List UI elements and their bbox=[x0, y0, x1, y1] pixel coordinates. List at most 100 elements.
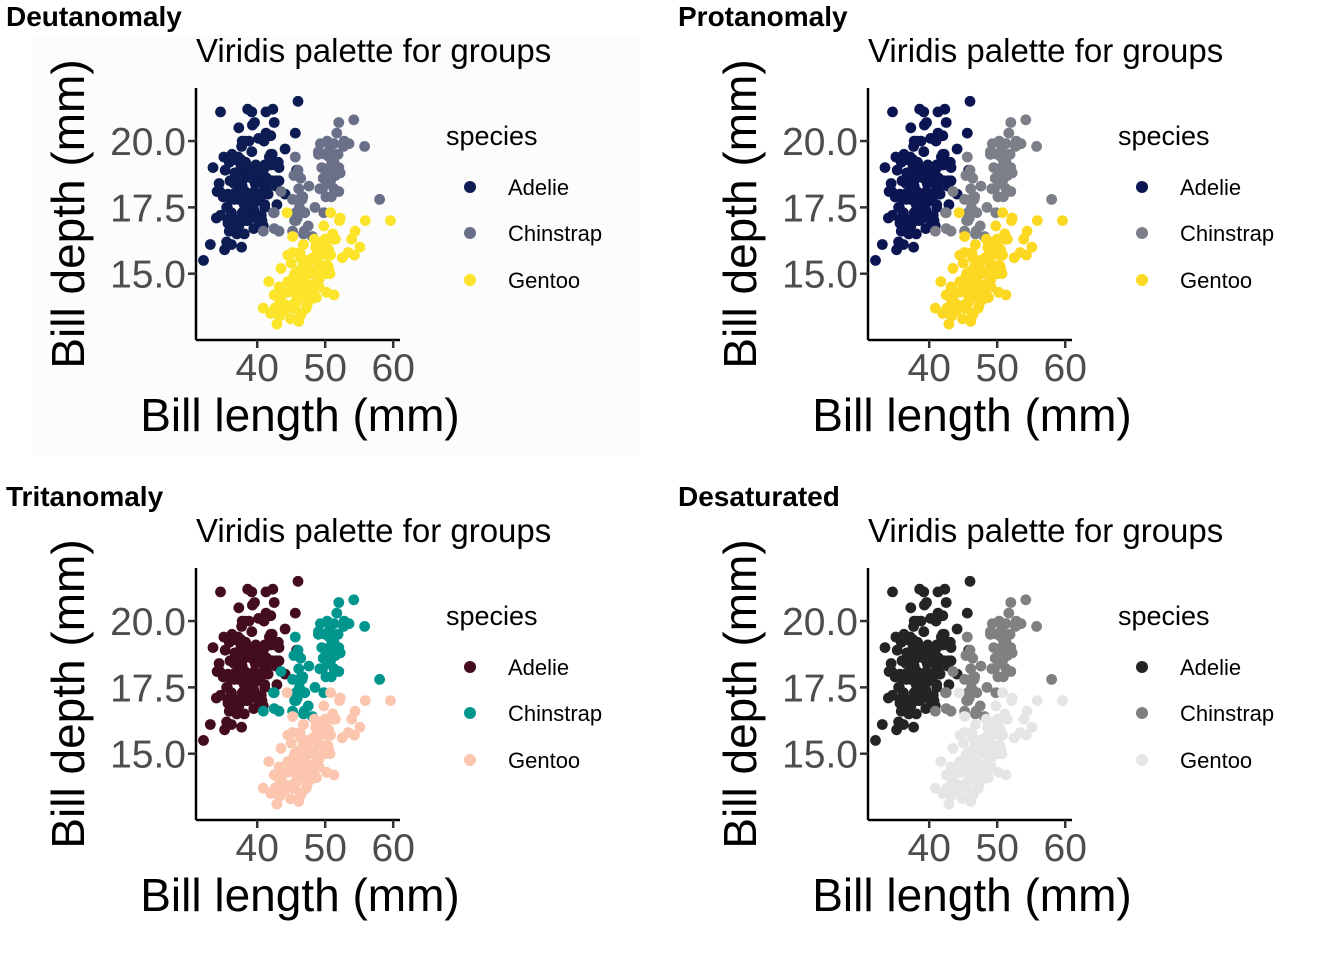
data-point-adelie bbox=[246, 146, 258, 158]
data-points bbox=[870, 95, 1068, 330]
x-axis-title: Bill length (mm) bbox=[140, 389, 460, 441]
legend: species Adelie Chinstrap Gentoo bbox=[1118, 601, 1274, 773]
data-point-adelie bbox=[912, 156, 923, 168]
legend-key-gentoo bbox=[464, 274, 476, 286]
data-point-gentoo bbox=[961, 273, 973, 285]
data-point-adelie bbox=[289, 607, 301, 619]
data-point-chinstrap bbox=[295, 674, 307, 685]
data-point-adelie bbox=[228, 658, 240, 669]
data-point-gentoo bbox=[1000, 289, 1012, 301]
panel-tag: Deutanomaly bbox=[6, 1, 182, 32]
data-point-adelie bbox=[211, 692, 222, 704]
data-point-chinstrap bbox=[293, 663, 305, 675]
data-point-chinstrap bbox=[970, 228, 981, 240]
data-point-adelie bbox=[885, 178, 897, 189]
data-point-chinstrap bbox=[1005, 666, 1017, 677]
data-point-adelie bbox=[236, 666, 248, 677]
data-point-adelie bbox=[233, 220, 245, 232]
plot-title: Viridis palette for groups bbox=[868, 512, 1223, 549]
data-point-chinstrap bbox=[967, 194, 979, 205]
data-point-gentoo bbox=[1002, 233, 1013, 245]
data-point-chinstrap bbox=[993, 650, 1004, 661]
data-point-chinstrap bbox=[1004, 148, 1016, 160]
data-point-chinstrap bbox=[959, 194, 970, 205]
legend: species Adelie Chinstrap Gentoo bbox=[446, 601, 602, 773]
data-point-chinstrap bbox=[961, 631, 973, 643]
data-point-adelie bbox=[908, 621, 919, 632]
data-point-gentoo bbox=[953, 687, 965, 699]
data-point-adelie bbox=[219, 644, 231, 656]
data-point-adelie bbox=[292, 575, 304, 587]
data-point-gentoo bbox=[1014, 727, 1026, 738]
data-point-chinstrap bbox=[309, 202, 321, 213]
data-point-adelie bbox=[272, 156, 284, 168]
y-tick-label: 20.0 bbox=[782, 601, 858, 644]
data-point-adelie bbox=[932, 106, 944, 118]
data-point-gentoo bbox=[359, 695, 371, 706]
data-point-gentoo bbox=[1000, 769, 1012, 781]
data-point-chinstrap bbox=[315, 138, 326, 150]
data-point-chinstrap bbox=[940, 207, 952, 219]
data-point-adelie bbox=[905, 220, 917, 232]
data-point-adelie bbox=[918, 172, 930, 184]
data-point-adelie bbox=[905, 602, 917, 614]
data-point-adelie bbox=[961, 127, 973, 139]
data-point-chinstrap bbox=[309, 682, 321, 693]
data-point-gentoo bbox=[1031, 215, 1043, 227]
data-point-adelie bbox=[928, 695, 940, 706]
data-point-gentoo bbox=[275, 743, 287, 754]
data-point-chinstrap bbox=[331, 607, 343, 619]
data-point-adelie bbox=[249, 191, 261, 203]
x-axis-title: Bill length (mm) bbox=[812, 389, 1132, 441]
data-point-adelie bbox=[255, 642, 267, 653]
data-point-chinstrap bbox=[929, 705, 941, 717]
data-point-chinstrap bbox=[303, 660, 315, 672]
data-point-gentoo bbox=[319, 719, 330, 730]
panel-background bbox=[32, 515, 640, 935]
data-point-chinstrap bbox=[975, 180, 987, 192]
data-point-chinstrap bbox=[993, 170, 1004, 181]
y-axis-title: Bill depth (mm) bbox=[714, 539, 766, 848]
data-point-chinstrap bbox=[343, 138, 355, 150]
data-point-gentoo bbox=[954, 729, 966, 741]
data-point-gentoo bbox=[957, 793, 968, 805]
data-point-gentoo bbox=[980, 284, 992, 295]
data-point-adelie bbox=[213, 658, 225, 669]
x-tick-label: 50 bbox=[976, 827, 1019, 870]
data-point-adelie bbox=[246, 586, 258, 598]
data-point-adelie bbox=[266, 628, 278, 640]
data-point-adelie bbox=[927, 642, 939, 653]
y-tick-label: 20.0 bbox=[782, 121, 858, 164]
legend-label: Chinstrap bbox=[508, 221, 602, 246]
data-point-adelie bbox=[910, 679, 922, 691]
data-point-gentoo bbox=[298, 286, 309, 298]
data-point-chinstrap bbox=[290, 207, 302, 219]
data-point-adelie bbox=[226, 148, 238, 160]
data-point-adelie bbox=[891, 164, 903, 176]
legend-key-chinstrap bbox=[1136, 707, 1148, 719]
data-point-gentoo bbox=[970, 719, 981, 730]
legend-label: Adelie bbox=[508, 655, 569, 680]
data-point-chinstrap bbox=[962, 207, 974, 219]
data-point-gentoo bbox=[285, 793, 296, 805]
data-point-adelie bbox=[268, 117, 280, 128]
data-point-adelie bbox=[900, 178, 912, 189]
data-point-chinstrap bbox=[947, 666, 959, 677]
panel-background bbox=[704, 35, 1312, 455]
data-point-gentoo bbox=[318, 220, 330, 232]
data-point-adelie bbox=[879, 162, 891, 174]
data-point-gentoo bbox=[935, 276, 947, 287]
data-point-chinstrap bbox=[1020, 114, 1032, 126]
data-point-chinstrap bbox=[275, 186, 287, 197]
data-point-gentoo bbox=[961, 753, 973, 765]
data-point-chinstrap bbox=[989, 183, 1000, 195]
data-point-chinstrap bbox=[333, 666, 345, 677]
data-point-chinstrap bbox=[981, 202, 993, 213]
data-point-adelie bbox=[890, 151, 902, 163]
data-point-gentoo bbox=[984, 737, 996, 749]
data-point-gentoo bbox=[972, 255, 984, 266]
data-point-chinstrap bbox=[940, 703, 952, 714]
data-point-adelie bbox=[224, 194, 236, 205]
data-point-adelie bbox=[921, 597, 932, 608]
data-point-adelie bbox=[887, 106, 898, 118]
